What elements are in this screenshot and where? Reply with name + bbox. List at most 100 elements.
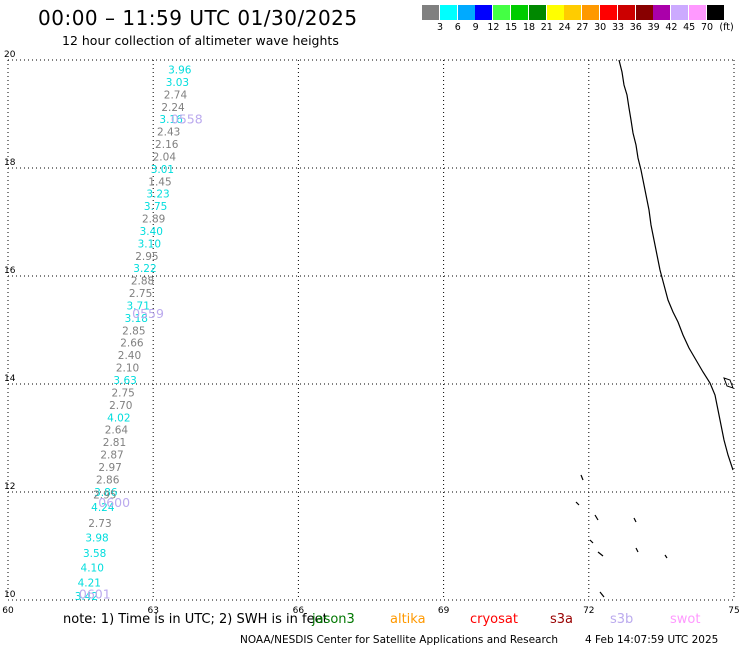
wave-height-value: 2.40 [118,350,141,362]
wave-height-value: 3.03 [166,77,189,89]
wave-height-value: 1.45 [148,176,171,188]
wave-height-value: 2.66 [120,338,144,350]
wave-height-value: 2.89 [142,214,165,226]
pass-time-label: 0600 [98,495,130,510]
wave-height-value: 3.58 [83,548,106,560]
wave-height-value: 3.75 [144,201,167,213]
wave-height-value: 2.64 [105,425,129,437]
scale-swatch [582,5,600,20]
coastline [575,59,734,598]
wave-height-value: 4.02 [107,412,130,424]
scale-label: 6 [454,22,461,33]
wave-height-value: 4.21 [78,578,101,590]
wave-height-value: 3.86 [94,487,118,499]
pass-time-labels: 0558 0559 0600 0601 [79,111,203,601]
scale-label: 15 [505,22,518,33]
scale-unit-label: (ft) [719,22,734,33]
scale-swatch [635,5,653,20]
x-tick-label: 69 [438,606,450,616]
satellite-legend-item: s3a [550,612,574,627]
wave-height-value: 3.16 [159,114,183,126]
y-tick-label: 16 [4,266,16,276]
wave-height-value: 2.86 [96,474,120,486]
wave-height-value: 3.71 [127,300,150,312]
y-tick-label: 18 [4,158,16,168]
wave-height-value: 2.85 [122,325,145,337]
wave-height-value: 2.75 [111,387,134,399]
wave-height-value: 2.95 [135,251,158,263]
x-tick-label: 72 [583,606,594,616]
scale-label: 3 [436,22,444,33]
wave-height-value: 3.10 [138,238,161,250]
map-title: 00:00 – 11:59 UTC 01/30/2025 [38,6,358,30]
wave-height-value: 2.97 [98,462,121,474]
island-1 [580,474,584,481]
island-9 [599,591,605,598]
lat-lon-grid [7,59,735,601]
y-tick-label: 20 [4,50,16,60]
y-tick-label: 14 [4,374,16,384]
satellite-legend-item: s3b [610,612,634,627]
scale-swatch [564,5,582,20]
scale-swatch [600,5,617,20]
pass-time-label: 0559 [132,306,164,321]
scale-swatch [546,5,564,20]
scale-label: 70 [700,22,714,33]
pass-time-label: 0558 [171,111,203,126]
wave-height-value: 3.96 [168,65,192,77]
scale-label: 33 [611,22,625,33]
wave-height-value: 2.73 [88,518,111,530]
satellite-legend-item: altika [390,612,426,627]
coastline-detail [723,377,734,389]
island-8 [664,554,668,559]
footer-note: note: 1) Time is in UTC; 2) SWH is in fe… [63,612,328,627]
wave-height-value: 2.70 [109,400,132,412]
altimeter-track-values: 3.963.032.742.243.162.432.162.043.011.45… [75,65,192,604]
x-tick-label: 63 [147,606,158,616]
x-tick-label: 66 [293,606,305,616]
scale-label: 42 [665,22,678,33]
generated-timestamp: 4 Feb 14:07:59 UTC 2025 [585,634,719,646]
scale-swatch [439,5,457,20]
scale-swatch [689,5,706,20]
pass-time-label: 0601 [79,587,111,602]
wave-height-value: 3.63 [113,375,136,387]
x-tick-label: 60 [2,606,14,616]
scale-label: 12 [487,22,500,33]
wave-height-value: 3.01 [151,164,174,176]
wave-height-value: 3.23 [146,189,169,201]
scale-label: 24 [558,22,571,33]
wave-height-value: 2.74 [164,89,188,101]
wave-height-value: 2.04 [153,151,177,163]
island-5 [589,539,594,544]
y-tick-label: 12 [4,482,15,492]
coastline-india-west [618,59,734,471]
wave-height-value: 2.16 [155,139,179,151]
wave-height-value: 3.42 [75,591,98,603]
axis-tick-labels: 60 63 66 69 72 75 10 12 14 16 18 20 [2,50,739,616]
island-6 [597,551,604,557]
wave-height-value: 2.87 [100,450,123,462]
wave-height-value: 2.88 [131,276,154,288]
scale-label: 30 [594,22,607,33]
scale-label: 36 [629,22,642,33]
scale-swatch [706,5,724,20]
scale-swatch [528,5,546,20]
scale-swatch [617,5,635,20]
island-3 [594,514,599,521]
map-subtitle: 12 hour collection of altimeter wave hei… [62,33,339,48]
wave-height-value: 2.10 [116,363,139,375]
wave-height-value: 2.75 [129,288,152,300]
satellite-legend-item: swot [670,612,701,627]
scale-label: 21 [540,22,553,33]
wave-height-value: 2.24 [161,102,185,114]
satellite-legend-item: jason3 [312,612,355,627]
scale-label: 9 [472,22,479,33]
wave-height-value: 3.22 [133,263,156,275]
wave-height-value: 2.43 [157,127,180,139]
wave-height-value: 2.95 [93,489,116,501]
wave-height-value: 2.81 [103,437,126,449]
satellite-legend-item: cryosat [470,612,518,627]
y-tick-label: 10 [4,590,16,600]
